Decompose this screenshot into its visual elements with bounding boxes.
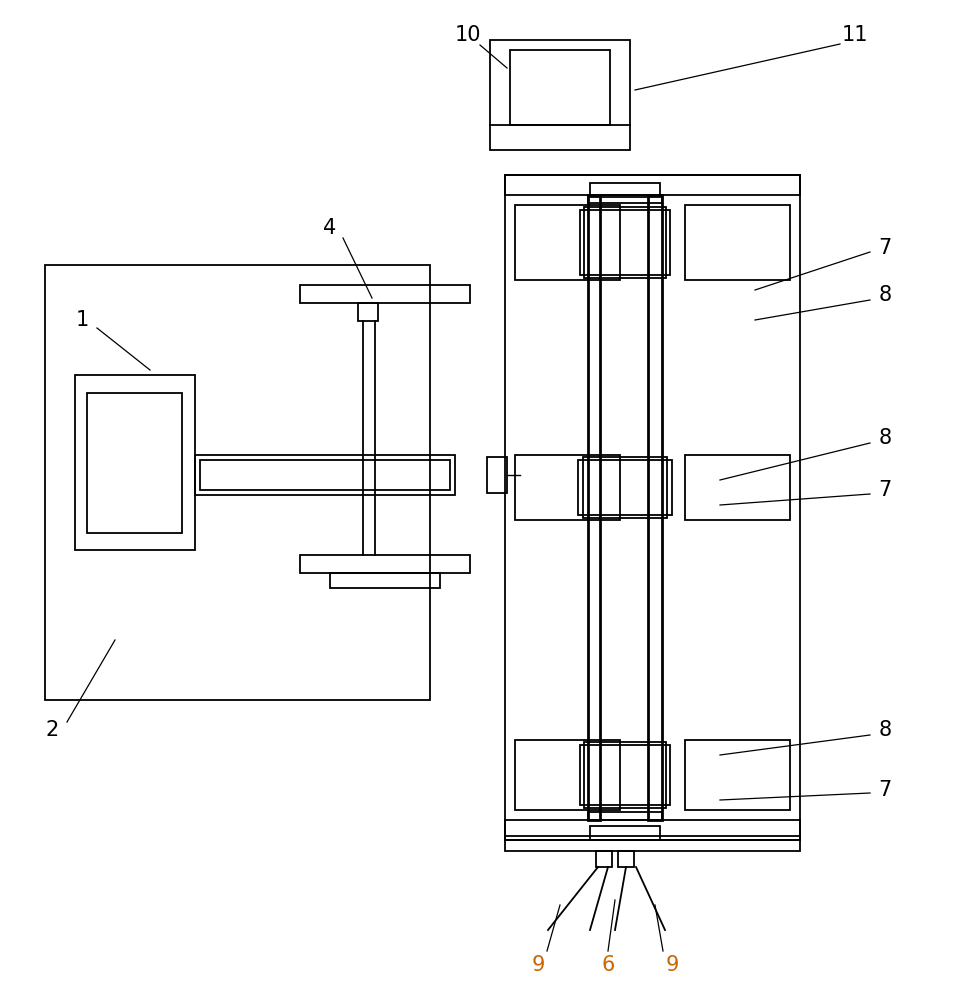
Bar bbox=[590, 826, 660, 840]
Bar bbox=[505, 836, 800, 851]
Bar bbox=[580, 745, 670, 805]
Bar bbox=[45, 265, 430, 700]
Bar bbox=[330, 573, 440, 588]
Bar bbox=[515, 455, 620, 520]
Bar bbox=[487, 457, 507, 493]
Bar bbox=[358, 303, 378, 321]
Bar bbox=[505, 820, 800, 840]
Bar bbox=[618, 851, 634, 867]
Bar bbox=[584, 742, 666, 808]
Bar bbox=[588, 812, 662, 820]
Bar bbox=[588, 195, 662, 203]
Text: 8: 8 bbox=[878, 428, 892, 448]
Bar bbox=[490, 40, 630, 150]
Bar bbox=[510, 50, 610, 125]
Text: 6: 6 bbox=[602, 955, 615, 975]
Bar bbox=[685, 455, 790, 520]
Text: 10: 10 bbox=[455, 25, 481, 45]
Bar bbox=[505, 175, 800, 840]
Bar bbox=[588, 195, 600, 820]
Bar bbox=[505, 175, 800, 195]
Text: 4: 4 bbox=[323, 218, 336, 238]
Text: 7: 7 bbox=[878, 480, 892, 500]
Text: 9: 9 bbox=[665, 955, 679, 975]
Bar bbox=[195, 455, 455, 495]
Bar bbox=[300, 285, 470, 303]
Text: 2: 2 bbox=[45, 720, 59, 740]
Bar bbox=[580, 210, 670, 275]
Bar bbox=[515, 205, 620, 280]
Bar bbox=[596, 851, 612, 867]
Bar bbox=[75, 375, 195, 550]
Bar bbox=[515, 740, 620, 810]
Text: 8: 8 bbox=[878, 720, 892, 740]
Bar bbox=[200, 460, 450, 490]
Text: 1: 1 bbox=[75, 310, 89, 330]
Bar bbox=[648, 195, 662, 820]
Text: 7: 7 bbox=[878, 238, 892, 258]
Bar bbox=[584, 207, 666, 278]
Bar bbox=[300, 555, 470, 573]
Text: 11: 11 bbox=[842, 25, 869, 45]
Text: 8: 8 bbox=[878, 285, 892, 305]
Bar bbox=[583, 457, 667, 518]
Text: 9: 9 bbox=[531, 955, 545, 975]
Bar bbox=[590, 183, 660, 197]
Bar bbox=[578, 460, 672, 515]
Bar bbox=[685, 740, 790, 810]
Bar bbox=[87, 393, 182, 533]
Text: 7: 7 bbox=[878, 780, 892, 800]
Bar bbox=[685, 205, 790, 280]
